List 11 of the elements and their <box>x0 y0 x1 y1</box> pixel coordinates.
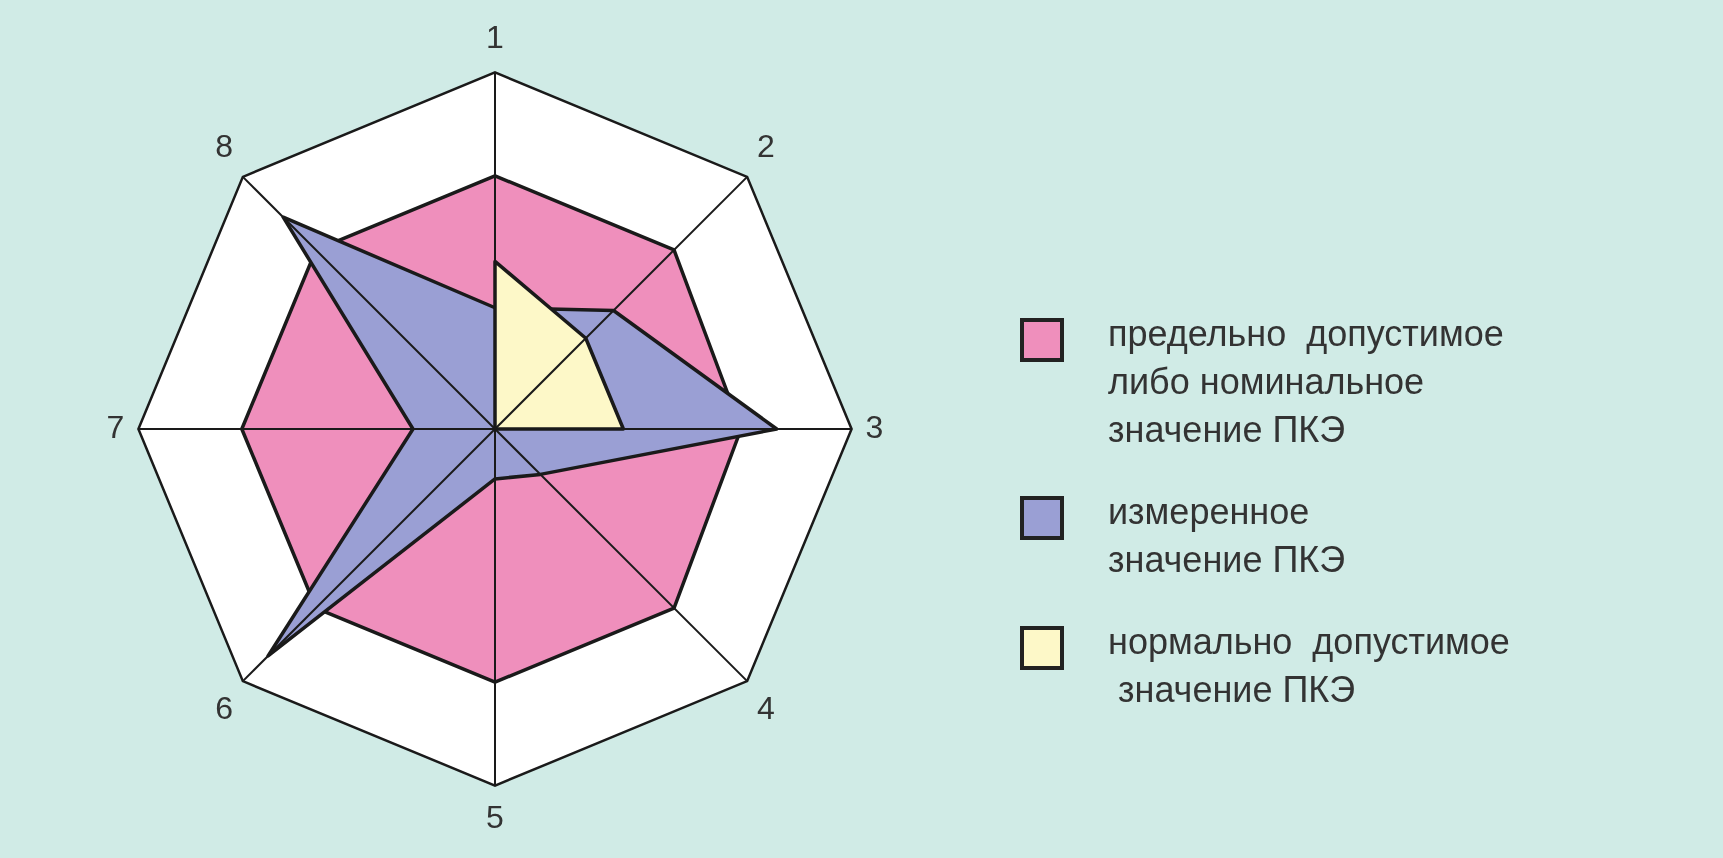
spoke-label: 3 <box>865 408 884 445</box>
spoke-label: 5 <box>486 798 504 835</box>
spoke-label: 4 <box>757 690 775 727</box>
spoke-label: 1 <box>486 19 504 56</box>
legend-label: измеренное значение ПКЭ <box>1108 490 1346 582</box>
legend-label: предельно допустимое либо номинальное значение ПКЭ <box>1108 312 1504 452</box>
spoke-label: 6 <box>215 690 233 727</box>
spoke-label: 2 <box>757 127 775 164</box>
legend-label: нормально допустимое значение ПКЭ <box>1108 620 1510 712</box>
spoke-label: 7 <box>106 408 125 445</box>
spoke-label: 8 <box>215 127 233 164</box>
